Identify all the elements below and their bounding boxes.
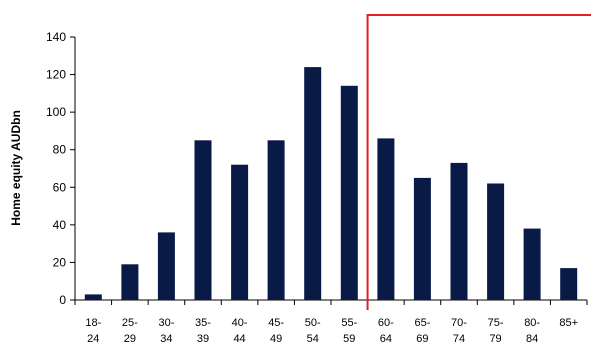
bar bbox=[304, 67, 322, 300]
x-tick-label: 55- bbox=[341, 317, 357, 329]
y-tick-label: 40 bbox=[53, 218, 67, 232]
y-axis: 0 20 40 60 80 100 120 140 bbox=[46, 30, 76, 307]
bar bbox=[523, 228, 541, 300]
y-tick-label: 120 bbox=[46, 68, 66, 82]
x-axis: 18- 24 25- 29 30- 34 35- 39 40- 44 45- 49 50- 54 55- 59… bbox=[74, 299, 588, 345]
bar bbox=[267, 140, 285, 300]
x-tick-label: 80- bbox=[524, 317, 540, 329]
x-tick-label: 39 bbox=[197, 333, 209, 345]
bar bbox=[194, 140, 212, 300]
y-tick-label: 80 bbox=[53, 143, 67, 157]
x-tick-label: 29 bbox=[124, 333, 136, 345]
bar bbox=[157, 232, 175, 300]
x-tick-label: 35- bbox=[195, 317, 211, 329]
y-tick-label: 0 bbox=[59, 293, 66, 307]
x-tick-label: 40- bbox=[232, 317, 248, 329]
annotation-bracket-line bbox=[366, 14, 591, 310]
x-tick-label: 64 bbox=[380, 333, 392, 345]
bar bbox=[340, 85, 358, 300]
x-tick-label: 65- bbox=[414, 317, 430, 329]
bar bbox=[450, 162, 468, 300]
x-tick-label: 50- bbox=[305, 317, 321, 329]
x-tick-label: 69 bbox=[416, 333, 428, 345]
x-tick-label: 75- bbox=[488, 317, 504, 329]
x-tick-label: 79 bbox=[489, 333, 501, 345]
bar bbox=[231, 164, 249, 300]
y-tick-label: 60 bbox=[53, 180, 67, 194]
x-tick-label: 44 bbox=[233, 333, 245, 345]
x-tick-label: 18- bbox=[85, 317, 101, 329]
x-tick-label: 45- bbox=[268, 317, 284, 329]
x-tick-label: 25- bbox=[122, 317, 138, 329]
y-tick-label: 140 bbox=[46, 30, 66, 44]
x-tick-label: 49 bbox=[270, 333, 282, 345]
x-tick-label: 85+ bbox=[559, 317, 578, 329]
x-tick-label: 70- bbox=[451, 317, 467, 329]
x-tick-label: 60- bbox=[378, 317, 394, 329]
bar bbox=[560, 268, 578, 300]
bar bbox=[487, 183, 505, 300]
x-tick-label: 30- bbox=[158, 317, 174, 329]
y-tick-label: 100 bbox=[46, 105, 66, 119]
y-tick-label: 20 bbox=[53, 255, 67, 269]
x-tick-label: 34 bbox=[160, 333, 172, 345]
annotation bbox=[366, 14, 591, 310]
x-tick-label: 24 bbox=[87, 333, 99, 345]
x-tick-label: 84 bbox=[526, 333, 538, 345]
bar bbox=[84, 294, 102, 300]
x-tick-label: 59 bbox=[343, 333, 355, 345]
bar bbox=[413, 177, 431, 300]
x-tick-label: 54 bbox=[307, 333, 319, 345]
bars bbox=[84, 67, 578, 300]
y-axis-title: Home equity AUDbn bbox=[9, 110, 23, 226]
x-tick-label: 74 bbox=[453, 333, 465, 345]
bar bbox=[121, 264, 139, 300]
bar bbox=[377, 138, 395, 300]
